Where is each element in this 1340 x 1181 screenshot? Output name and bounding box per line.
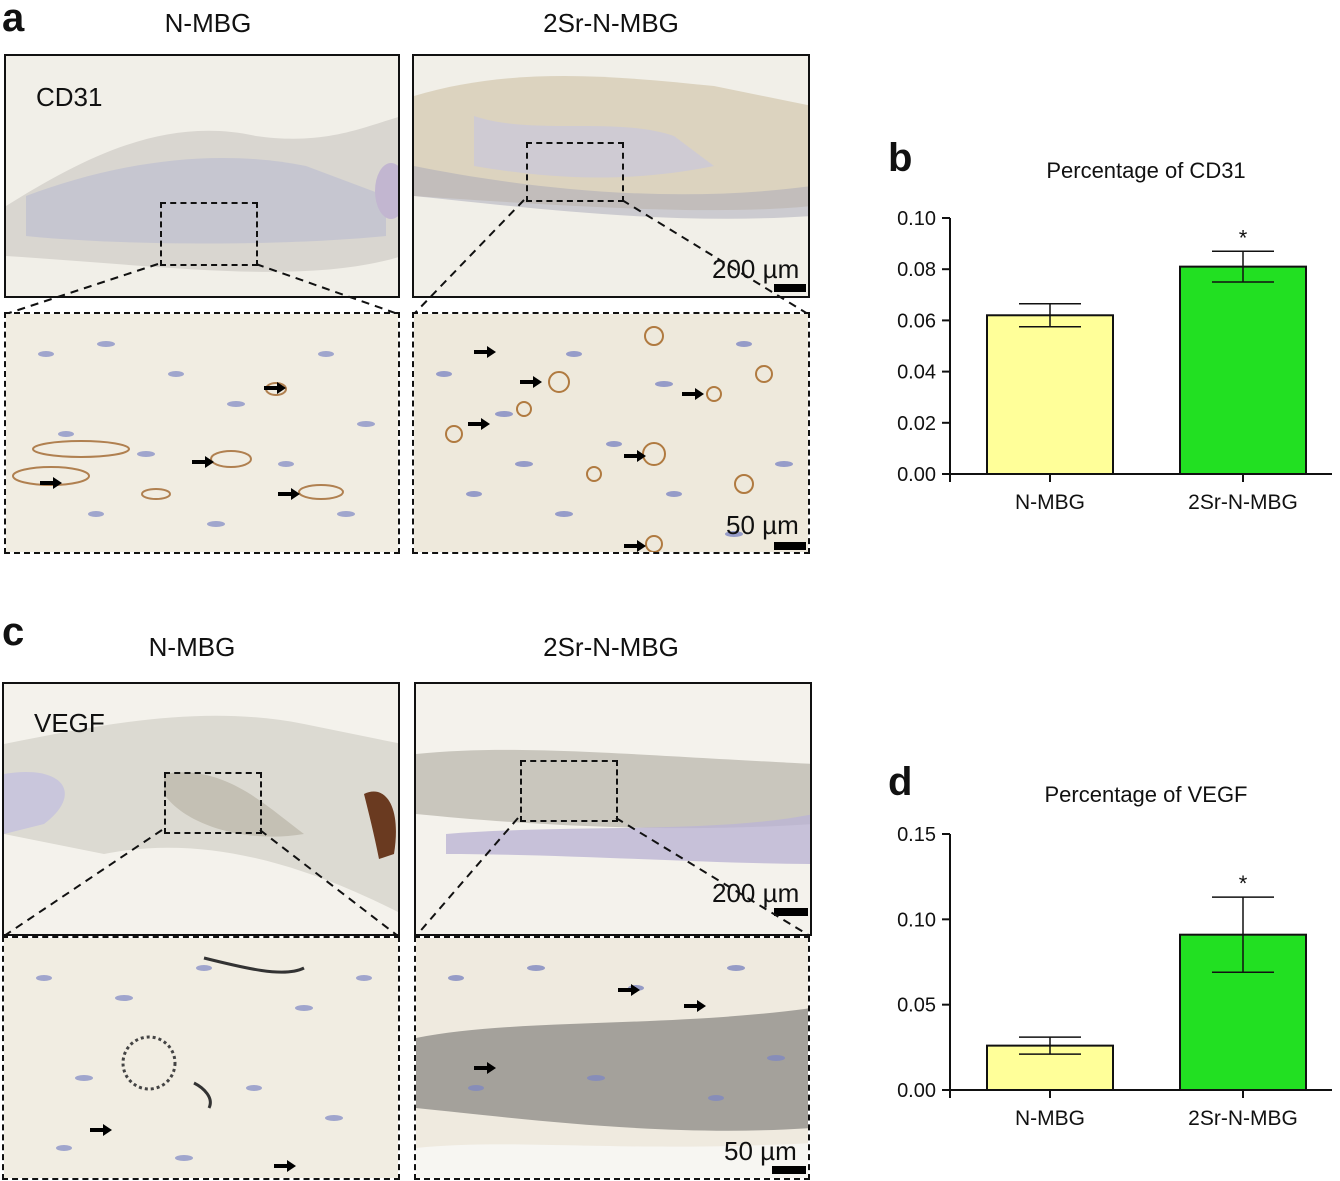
panel-c-title-2sr: 2Sr-N-MBG bbox=[543, 632, 679, 662]
cd31-n-mbg-overview: CD31 bbox=[4, 54, 400, 298]
panel-letter-d: d bbox=[888, 760, 913, 804]
cd31-2sr-overview: 200 µm bbox=[412, 54, 810, 298]
x-tick-label: N-MBG bbox=[1015, 491, 1085, 514]
cd31-n-mbg-zoom bbox=[4, 312, 400, 554]
vegf-2sr-zoom: 50 µm bbox=[414, 936, 810, 1180]
y-tick-label: 0.02 bbox=[897, 413, 936, 435]
arrow-icon bbox=[520, 376, 542, 388]
y-tick-label: 0.10 bbox=[897, 208, 936, 230]
arrow-icon bbox=[192, 456, 214, 468]
arrow-icon bbox=[624, 540, 646, 552]
stain-label-vegf: VEGF bbox=[34, 708, 105, 738]
arrow-icon bbox=[474, 346, 496, 358]
scale-bar bbox=[772, 1166, 806, 1174]
significance-marker: * bbox=[1239, 871, 1248, 896]
arrow-icon bbox=[90, 1124, 112, 1136]
arrow-icon bbox=[682, 388, 704, 400]
y-tick-label: 0.05 bbox=[897, 995, 936, 1017]
y-tick-label: 0.06 bbox=[897, 310, 936, 332]
roi-box bbox=[164, 772, 262, 834]
bar-chart-vegf: 0.00 0.05 0.10 0.15 N-MBG 2Sr-N-MBG * bbox=[897, 824, 1332, 1130]
cd31-2sr-zoom: 50 µm bbox=[412, 312, 810, 554]
panel-c-title-n-mbg: N-MBG bbox=[148, 632, 236, 662]
arrow-icon bbox=[474, 1062, 496, 1074]
x-tick-label: N-MBG bbox=[1015, 1107, 1085, 1130]
y-tick-label: 0.00 bbox=[897, 464, 936, 486]
scale-bar bbox=[774, 284, 806, 292]
y-tick-label: 0.04 bbox=[897, 362, 936, 384]
scale-label-200um: 200 µm bbox=[712, 254, 800, 284]
tissue-image bbox=[416, 684, 810, 934]
chart-title-vegf: Percentage of VEGF bbox=[1044, 782, 1248, 807]
panel-a-title-2sr: 2Sr-N-MBG bbox=[543, 8, 679, 38]
tissue-image bbox=[416, 938, 808, 1178]
panel-letter-b: b bbox=[888, 136, 913, 180]
y-tick-label: 0.00 bbox=[897, 1080, 936, 1102]
zoom-guide-lines bbox=[5, 199, 809, 315]
arrow-icon bbox=[278, 488, 300, 500]
stain-label-cd31: CD31 bbox=[36, 82, 103, 112]
x-tick-label: 2Sr-N-MBG bbox=[1188, 491, 1298, 514]
panel-letter-a: a bbox=[2, 0, 25, 40]
scale-label-200um: 200 µm bbox=[712, 878, 800, 908]
scale-bar bbox=[774, 908, 808, 916]
tissue-image bbox=[6, 314, 398, 552]
arrow-icon bbox=[618, 984, 640, 996]
significance-marker: * bbox=[1239, 225, 1248, 250]
arrow-icon bbox=[684, 1000, 706, 1012]
tissue-image bbox=[4, 938, 398, 1178]
tissue-image bbox=[6, 56, 398, 296]
arrow-icon bbox=[40, 477, 62, 489]
scale-label-50um: 50 µm bbox=[726, 510, 799, 540]
panel-a-title-n-mbg: N-MBG bbox=[164, 8, 252, 38]
arrow-icon bbox=[624, 450, 646, 462]
vegf-2sr-overview: 200 µm bbox=[414, 682, 812, 936]
x-tick-label: 2Sr-N-MBG bbox=[1188, 1107, 1298, 1130]
chart-title-cd31: Percentage of CD31 bbox=[1046, 158, 1246, 183]
y-tick-label: 0.15 bbox=[897, 824, 936, 846]
scale-label-50um: 50 µm bbox=[724, 1136, 797, 1166]
arrow-icon bbox=[264, 382, 286, 394]
y-tick-label: 0.08 bbox=[897, 259, 936, 281]
roi-box bbox=[160, 202, 258, 266]
arrow-icon bbox=[468, 418, 490, 430]
scale-bar bbox=[774, 542, 806, 550]
tissue-image bbox=[414, 56, 808, 296]
y-tick-label: 0.10 bbox=[897, 909, 936, 931]
bar bbox=[1179, 265, 1307, 475]
arrow-icon bbox=[274, 1160, 296, 1172]
panel-letter-c: c bbox=[2, 610, 25, 654]
roi-box bbox=[526, 142, 624, 202]
bar bbox=[986, 314, 1114, 475]
roi-box bbox=[520, 760, 618, 822]
zoom-guide-lines bbox=[3, 817, 811, 937]
vegf-n-mbg-overview: VEGF bbox=[2, 682, 400, 936]
tissue-image bbox=[4, 684, 398, 934]
vegf-n-mbg-zoom bbox=[2, 936, 400, 1180]
bar-chart-cd31: 0.00 0.02 0.04 0.06 0.08 0.10 N-MBG 2Sr-N-MBG * bbox=[897, 208, 1332, 514]
